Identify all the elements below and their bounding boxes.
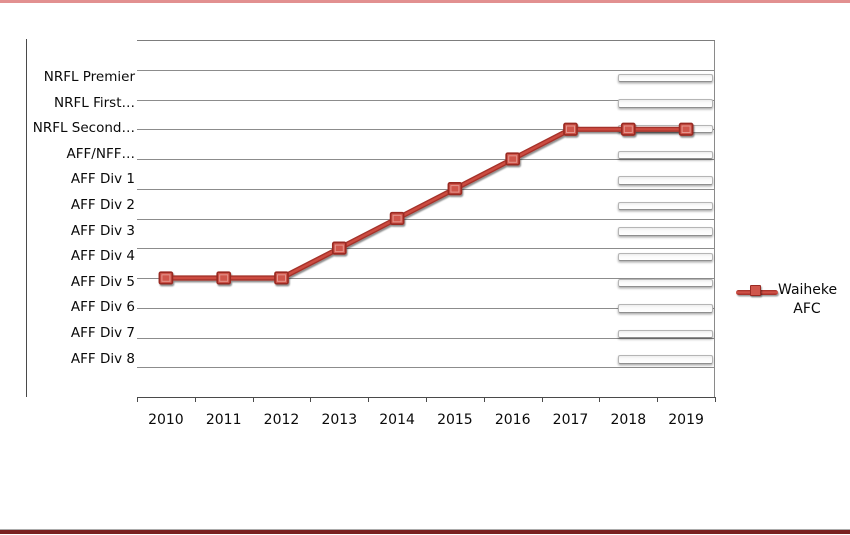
legend-series-label: Waiheke AFC [778, 281, 838, 319]
gridline [137, 99, 715, 101]
bottom-accent-border [0, 530, 850, 534]
y-axis-label: NRFL Second… [32, 120, 135, 137]
row-shadow-bar [618, 73, 713, 83]
x-axis-label: 2013 [321, 412, 358, 428]
row-shadow-bar [618, 304, 713, 313]
y-axis-label: AFF Div 8 [70, 350, 135, 367]
x-axis-label: 2016 [494, 412, 531, 428]
top-accent-border [0, 0, 850, 3]
y-axis-label: AFF Div 1 [70, 171, 135, 188]
row-shadow-bar [618, 201, 713, 211]
x-axis-label: 2017 [552, 412, 589, 428]
x-axis-label: 2014 [379, 412, 415, 428]
legend: Waiheke AFC [736, 281, 838, 331]
x-axis-tick [715, 397, 716, 402]
x-axis-label: 2012 [263, 412, 300, 428]
legend-marker-icon [750, 285, 761, 296]
x-axis-tick [426, 397, 427, 402]
x-axis-label: 2015 [437, 412, 473, 428]
gridline [137, 307, 715, 309]
row-shadow-bar [618, 355, 713, 364]
y-axis-label: NRFL Premier [43, 69, 135, 85]
row-shadow-bar [618, 252, 713, 262]
x-axis-label: 2019 [668, 412, 704, 428]
x-axis-tick [599, 397, 601, 402]
y-axis-label: AFF Div 4 [70, 248, 135, 265]
x-axis-label: 2011 [205, 412, 242, 428]
gridline [137, 188, 715, 190]
row-shadow-bar [618, 99, 713, 108]
legend-series-label-line2: AFC [793, 301, 821, 317]
row-shadow-bar [618, 329, 713, 339]
x-axis-tick [657, 397, 659, 402]
row-shadow-bar [618, 150, 713, 160]
row-shadow-bar [618, 124, 713, 134]
x-axis-tick [483, 397, 485, 402]
y-axis-label: NRFL First… [54, 94, 135, 111]
y-axis-label: AFF Div 6 [70, 299, 135, 316]
bottom-divider-line [0, 529, 850, 530]
y-axis-label: AFF Div 7 [70, 325, 135, 341]
y-axis-line [26, 39, 27, 397]
gridline [137, 367, 715, 369]
x-axis-tick [252, 397, 254, 402]
y-axis-label: AFF Div 3 [70, 222, 135, 239]
legend-series-label-line1: Waiheke [778, 282, 838, 298]
gridline [137, 337, 715, 339]
gridline [137, 69, 715, 71]
x-axis-tick [541, 397, 543, 402]
row-shadow-bar [618, 278, 713, 288]
x-axis-label: 2010 [148, 412, 184, 428]
row-shadow-bar [618, 227, 713, 236]
x-axis-label: 2018 [610, 412, 647, 428]
y-axis-label: AFF Div 2 [70, 197, 135, 213]
x-axis-tick [310, 397, 312, 402]
y-axis-label: AFF Div 5 [70, 273, 135, 290]
plot-area [137, 40, 715, 397]
row-shadow-bar [618, 176, 713, 185]
gridline [137, 248, 715, 250]
x-axis-tick [194, 397, 196, 402]
gridline [137, 40, 715, 41]
gridline [137, 218, 715, 220]
x-axis-tick [137, 397, 138, 402]
x-axis-tick [368, 397, 370, 402]
y-axis-label: AFF/NFF… [66, 145, 135, 162]
gridline [137, 159, 715, 160]
